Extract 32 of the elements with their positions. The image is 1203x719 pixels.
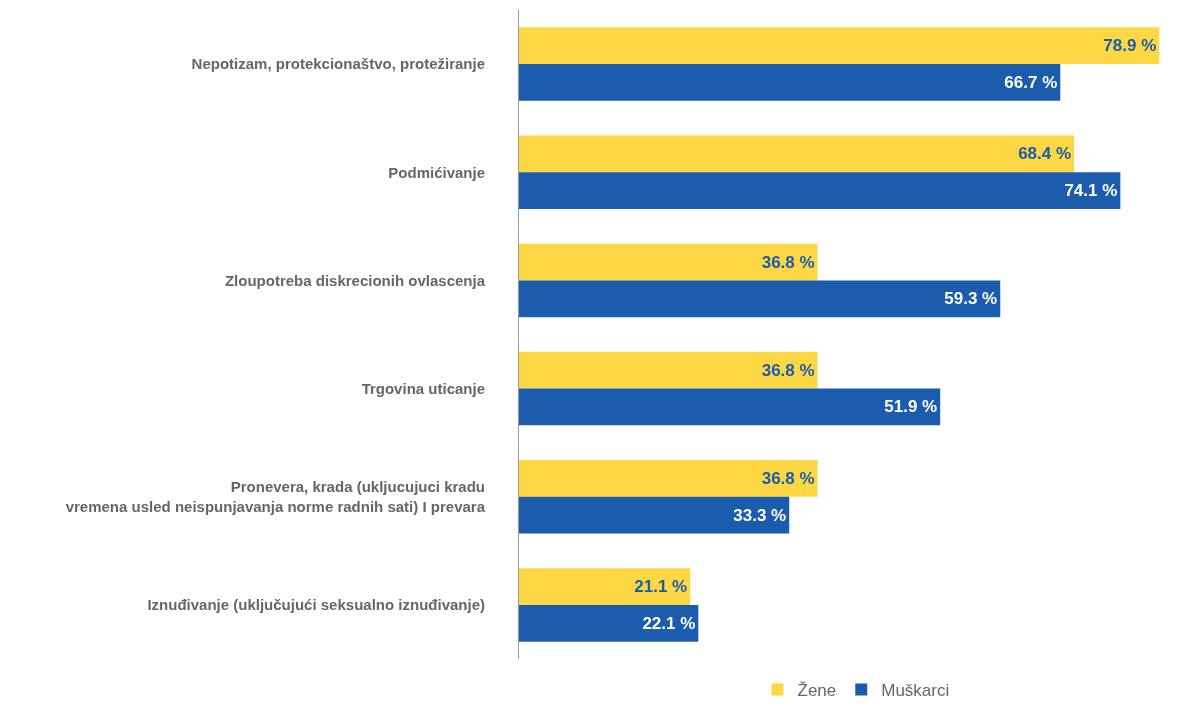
data-label: 21.1 % — [634, 577, 688, 597]
bar — [519, 27, 1160, 65]
data-label: 33.3 % — [733, 505, 787, 525]
bar — [519, 280, 1001, 318]
y-tick-label: Pronevera, krada (ukljucujuci kradu vremena usled neispunjavanja norme radnih sati) I prevara — [65, 478, 486, 515]
data-label: 59.3 % — [944, 289, 998, 309]
bar — [519, 135, 1075, 173]
legend-label: Muškarci — [881, 681, 950, 701]
data-label: 22.1 % — [642, 613, 696, 633]
data-label: 78.9 % — [1103, 36, 1157, 56]
data-label: 68.4 % — [1018, 144, 1072, 164]
data-label: 74.1 % — [1064, 181, 1118, 201]
data-label: 36.8 % — [761, 252, 815, 272]
data-label: 66.7 % — [1004, 72, 1058, 92]
bar — [519, 604, 699, 642]
data-label: 51.9 % — [884, 397, 938, 417]
bar — [519, 172, 1121, 210]
y-tick-label: Iznuđivanje (uključujući seksualno iznuđivanje) — [147, 596, 485, 614]
bar — [519, 568, 691, 605]
bar — [519, 243, 818, 281]
bar — [519, 388, 941, 426]
legend-label: Žene — [797, 681, 837, 701]
y-tick-label: Nepotizam, protekcionaštvo, protežiranje — [191, 55, 485, 73]
y-tick-label: Podmićivanje — [388, 163, 485, 181]
bar — [519, 459, 818, 497]
bar — [519, 64, 1061, 101]
bar — [519, 496, 790, 534]
bar — [519, 351, 818, 389]
data-label: 36.8 % — [761, 360, 815, 380]
y-tick-label: Trgovina uticanje — [361, 379, 485, 397]
data-label: 36.8 % — [761, 468, 815, 488]
y-tick-label: Zloupotreba diskrecionih ovlascenja — [224, 271, 486, 289]
